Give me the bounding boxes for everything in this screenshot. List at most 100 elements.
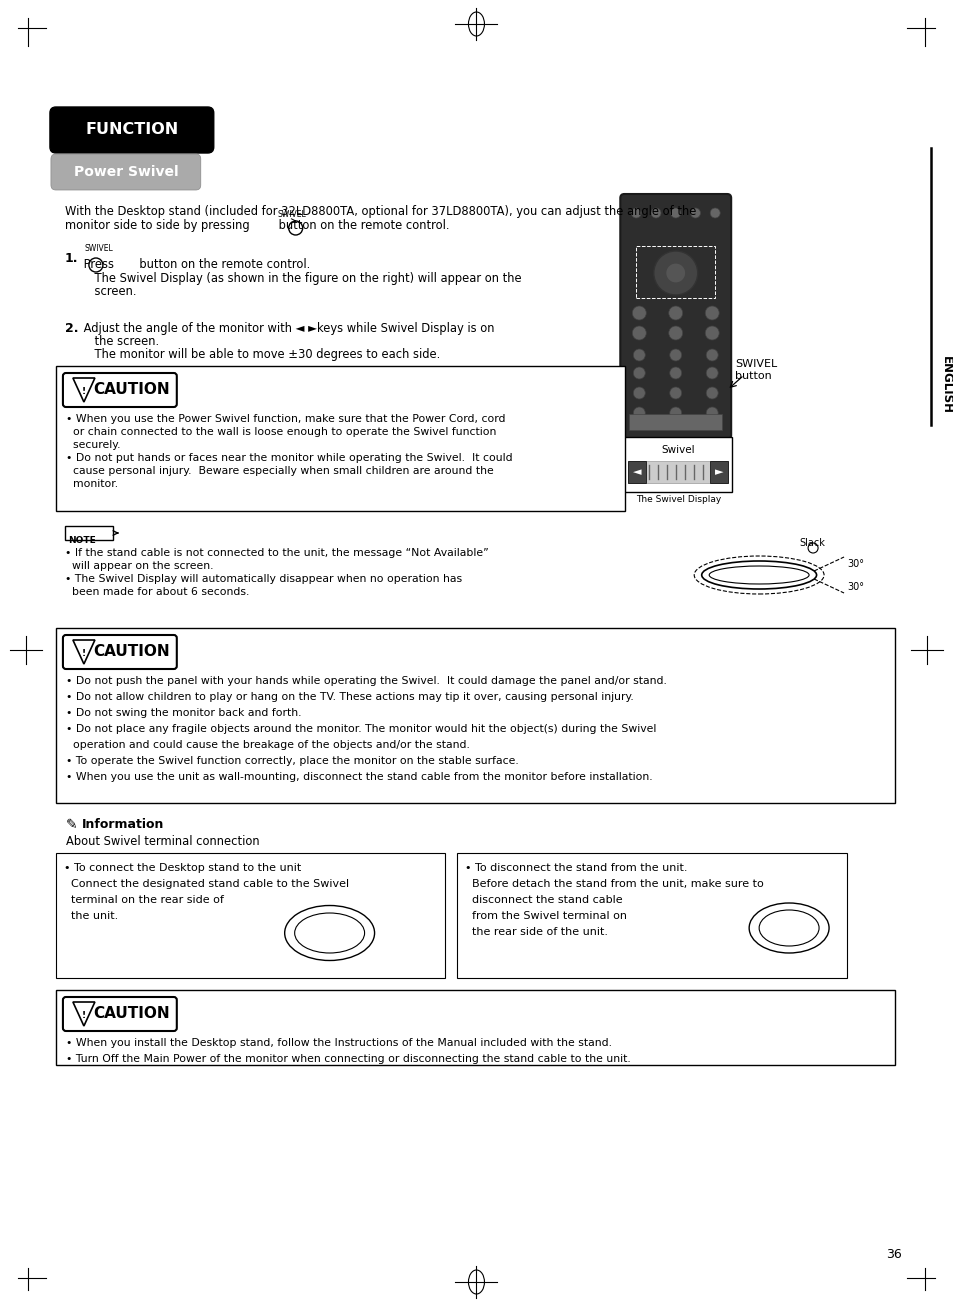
- Circle shape: [709, 208, 720, 218]
- Text: monitor side to side by pressing        button on the remote control.: monitor side to side by pressing button …: [65, 219, 449, 232]
- Bar: [56, 366, 624, 511]
- Text: !: !: [82, 388, 86, 397]
- Text: • Do not place any fragile objects around the monitor. The monitor would hit the: • Do not place any fragile objects aroun…: [66, 724, 656, 734]
- Text: Adjust the angle of the monitor with ◄ ►keys while Swivel Display is on: Adjust the angle of the monitor with ◄ ►…: [80, 323, 494, 336]
- Text: terminal on the rear side of: terminal on the rear side of: [64, 895, 224, 905]
- Bar: [629, 414, 721, 430]
- Circle shape: [632, 326, 645, 340]
- Text: • To connect the Desktop stand to the unit: • To connect the Desktop stand to the un…: [64, 863, 301, 872]
- Circle shape: [669, 367, 681, 379]
- Circle shape: [705, 407, 718, 419]
- Circle shape: [633, 407, 644, 419]
- Polygon shape: [72, 377, 94, 402]
- Text: 30°: 30°: [846, 559, 863, 569]
- FancyBboxPatch shape: [63, 635, 176, 669]
- Polygon shape: [72, 1002, 94, 1027]
- Text: ENGLISH: ENGLISH: [939, 357, 951, 414]
- Bar: [628, 461, 645, 483]
- Text: SWIVEL: SWIVEL: [85, 244, 113, 253]
- Bar: [56, 853, 445, 978]
- Text: 2.: 2.: [65, 323, 78, 336]
- Text: monitor.: monitor.: [66, 479, 118, 488]
- Text: ►: ►: [714, 468, 722, 477]
- Text: CAUTION: CAUTION: [93, 383, 170, 397]
- Text: • Do not swing the monitor back and forth.: • Do not swing the monitor back and fort…: [66, 708, 301, 718]
- Text: 30°: 30°: [846, 582, 863, 592]
- Circle shape: [669, 407, 681, 419]
- Circle shape: [633, 349, 644, 360]
- Bar: [709, 461, 727, 483]
- Circle shape: [669, 387, 681, 400]
- Text: The monitor will be able to move ±30 degrees to each side.: The monitor will be able to move ±30 deg…: [80, 347, 439, 360]
- Text: • The Swivel Display will automatically disappear when no operation has: • The Swivel Display will automatically …: [65, 575, 461, 584]
- Text: About Swivel terminal connection: About Swivel terminal connection: [66, 835, 259, 848]
- Text: FUNCTION: FUNCTION: [85, 123, 178, 137]
- FancyBboxPatch shape: [50, 107, 213, 153]
- Circle shape: [650, 208, 660, 218]
- Text: Before detach the stand from the unit, make sure to: Before detach the stand from the unit, m…: [465, 879, 763, 889]
- Text: Connect the designated stand cable to the Swivel: Connect the designated stand cable to th…: [64, 879, 349, 889]
- Text: cause personal injury.  Beware especially when small children are around the: cause personal injury. Beware especially…: [66, 466, 493, 475]
- Text: will appear on the screen.: will appear on the screen.: [65, 562, 213, 571]
- Text: CAUTION: CAUTION: [93, 644, 170, 660]
- Circle shape: [668, 326, 682, 340]
- Circle shape: [632, 306, 645, 320]
- Text: the unit.: the unit.: [64, 912, 118, 921]
- Bar: [56, 990, 894, 1064]
- Text: screen.: screen.: [80, 285, 136, 298]
- Circle shape: [631, 208, 640, 218]
- Circle shape: [705, 349, 718, 360]
- Text: the rear side of the unit.: the rear side of the unit.: [465, 927, 608, 936]
- Text: 1.: 1.: [65, 252, 78, 265]
- FancyBboxPatch shape: [51, 154, 200, 189]
- Text: • Do not put hands or faces near the monitor while operating the Swivel.  It cou: • Do not put hands or faces near the mon…: [66, 453, 512, 464]
- Text: CAUTION: CAUTION: [93, 1007, 170, 1021]
- Text: • To disconnect the stand from the unit.: • To disconnect the stand from the unit.: [465, 863, 687, 872]
- Text: • Turn Off the Main Power of the monitor when connecting or disconnecting the st: • Turn Off the Main Power of the monitor…: [66, 1054, 630, 1064]
- Text: !: !: [82, 1012, 86, 1020]
- Bar: [623, 438, 731, 492]
- Text: 36: 36: [885, 1249, 901, 1262]
- Text: or chain connected to the wall is loose enough to operate the Swivel function: or chain connected to the wall is loose …: [66, 427, 496, 438]
- Bar: [636, 246, 715, 298]
- Text: • If the stand cable is not connected to the unit, the message “Not Available”: • If the stand cable is not connected to…: [65, 549, 488, 558]
- Bar: [65, 526, 112, 539]
- Text: • Do not push the panel with your hands while operating the Swivel.  It could da: • Do not push the panel with your hands …: [66, 677, 666, 686]
- Text: Swivel: Swivel: [660, 445, 695, 454]
- Text: With the Desktop stand (included for 32LD8800TA, optional for 37LD8800TA), you c: With the Desktop stand (included for 32L…: [65, 205, 696, 218]
- Polygon shape: [72, 640, 94, 663]
- Text: • To operate the Swivel function correctly, place the monitor on the stable surf: • To operate the Swivel function correct…: [66, 756, 518, 767]
- Bar: [628, 461, 727, 483]
- Text: • When you use the unit as wall-mounting, disconnect the stand cable from the mo: • When you use the unit as wall-mounting…: [66, 772, 652, 782]
- Text: ✎: ✎: [66, 818, 77, 832]
- Circle shape: [665, 263, 685, 283]
- Text: the screen.: the screen.: [80, 336, 159, 347]
- Text: !: !: [82, 649, 86, 658]
- Circle shape: [633, 367, 644, 379]
- Text: been made for about 6 seconds.: been made for about 6 seconds.: [65, 586, 249, 597]
- Text: • Do not allow children to play or hang on the TV. These actions may tip it over: • Do not allow children to play or hang …: [66, 692, 633, 703]
- Text: disconnect the stand cable: disconnect the stand cable: [465, 895, 622, 905]
- Bar: [56, 628, 894, 803]
- Text: • When you install the Desktop stand, follow the Instructions of the Manual incl: • When you install the Desktop stand, fo…: [66, 1038, 611, 1047]
- Circle shape: [653, 251, 697, 295]
- Text: securely.: securely.: [66, 440, 120, 451]
- Text: SWIVEL: SWIVEL: [277, 210, 306, 219]
- Circle shape: [704, 306, 719, 320]
- Circle shape: [668, 306, 682, 320]
- Text: Power Swivel: Power Swivel: [73, 165, 178, 179]
- Circle shape: [705, 367, 718, 379]
- Text: The Swivel Display: The Swivel Display: [635, 495, 720, 504]
- Text: operation and could cause the breakage of the objects and/or the stand.: operation and could cause the breakage o…: [66, 741, 469, 750]
- Text: Press       button on the remote control.: Press button on the remote control.: [80, 259, 310, 272]
- Circle shape: [633, 387, 644, 400]
- Text: Information: Information: [82, 818, 164, 831]
- Text: NOTE: NOTE: [68, 535, 95, 545]
- Circle shape: [669, 349, 681, 360]
- Text: • When you use the Power Swivel function, make sure that the Power Cord, cord: • When you use the Power Swivel function…: [66, 414, 505, 424]
- Circle shape: [670, 208, 680, 218]
- Bar: [457, 853, 846, 978]
- Text: Slack: Slack: [799, 538, 824, 549]
- FancyBboxPatch shape: [63, 374, 176, 407]
- FancyBboxPatch shape: [619, 195, 730, 439]
